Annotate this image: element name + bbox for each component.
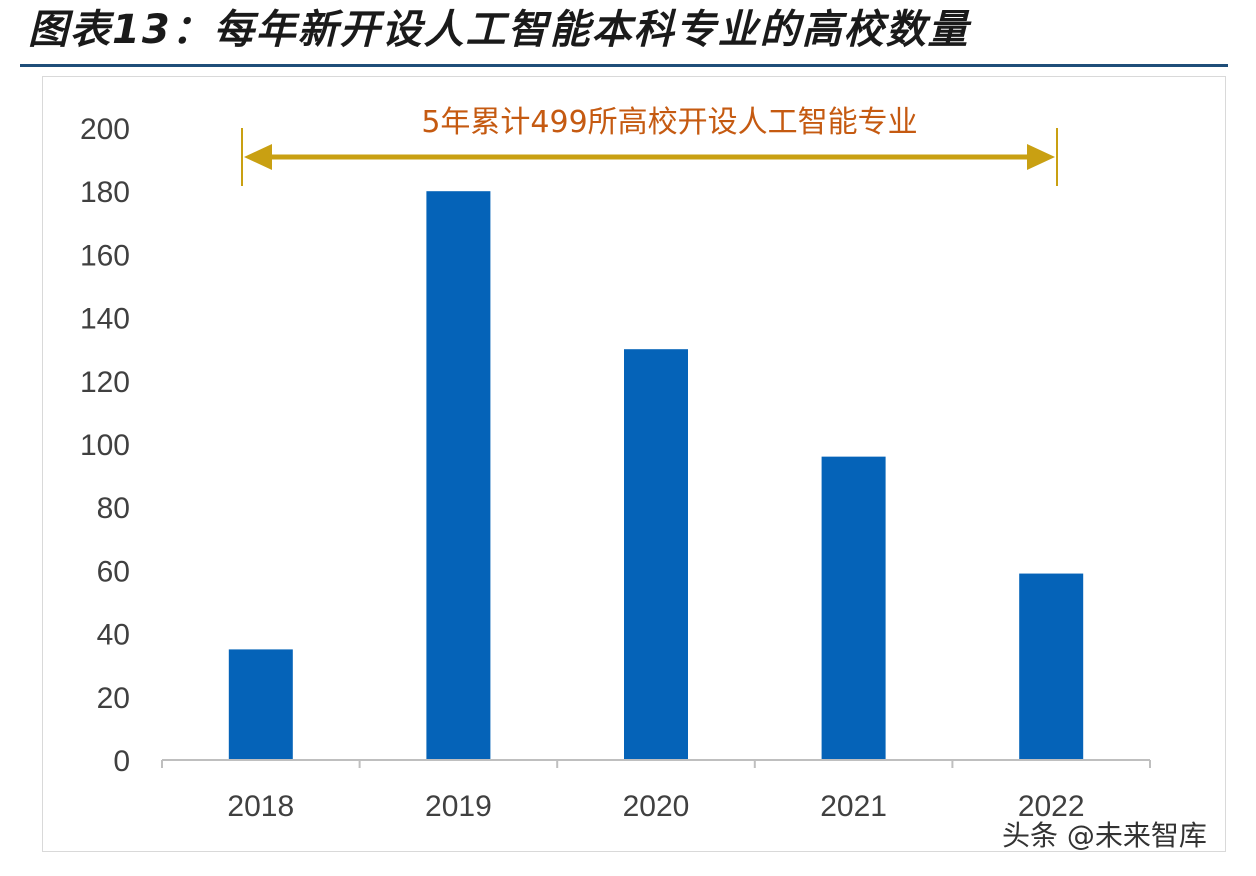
bars — [228, 191, 1084, 760]
bar-2021 — [821, 456, 886, 760]
y-tick-label: 100 — [80, 429, 130, 462]
bar-2019 — [426, 191, 491, 760]
bar-2020 — [624, 349, 688, 760]
annotation-text: 5年累计499所高校开设人工智能专业 — [421, 105, 917, 140]
x-tick-label: 2021 — [820, 790, 887, 823]
y-tick-label: 20 — [97, 682, 130, 715]
y-tick-label: 160 — [80, 239, 130, 272]
bar-2022 — [1019, 573, 1084, 760]
annotation-arrowhead-left — [244, 144, 272, 170]
figure-title: 图表13：每年新开设人工智能本科专业的高校数量 — [28, 7, 970, 53]
x-axis-ticks: 2018 2019 2020 2021 2022 — [161, 760, 1151, 823]
y-tick-label: 60 — [97, 555, 130, 588]
cumulative-annotation: 5年累计499所高校开设人工智能专业 — [241, 105, 1058, 186]
y-tick-label: 40 — [97, 619, 130, 652]
x-tick-label: 2018 — [227, 790, 294, 823]
chart-frame — [42, 76, 1226, 852]
y-tick-label: 80 — [97, 492, 130, 525]
watermark: 头条 @未来智库 — [1002, 819, 1207, 852]
bar-2018 — [228, 649, 293, 760]
y-axis-ticks: 0 20 40 60 80 100 120 140 160 180 200 — [80, 113, 130, 778]
x-tick-label: 2020 — [623, 790, 690, 823]
y-tick-label: 120 — [80, 366, 130, 399]
x-tick-label: 2022 — [1018, 790, 1085, 823]
y-tick-label: 200 — [80, 113, 130, 146]
y-tick-label: 140 — [80, 303, 130, 336]
x-tick-label: 2019 — [425, 790, 492, 823]
annotation-arrowhead-right — [1027, 144, 1055, 170]
y-tick-label: 180 — [80, 176, 130, 209]
title-rule — [20, 64, 1228, 67]
y-tick-label: 0 — [113, 745, 130, 778]
